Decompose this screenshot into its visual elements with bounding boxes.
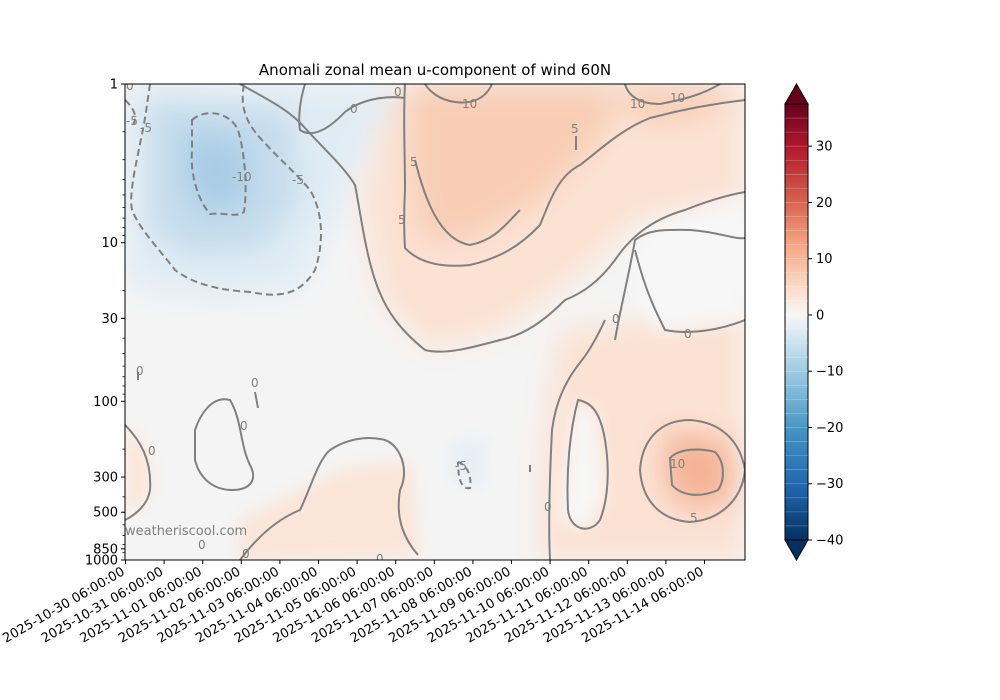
contour-label: 0 xyxy=(376,552,384,566)
contour-label: -5 xyxy=(140,121,152,135)
anomaly-field-detail xyxy=(125,200,745,560)
colorbar-ticks: 30 20 10 0 −10 −20 −30 −40 xyxy=(808,140,843,549)
contour-label: 5 xyxy=(398,213,406,227)
contour-label: 0 xyxy=(242,547,250,561)
colorbar-tick-label: 20 xyxy=(816,196,833,211)
field-blue-bottom-region xyxy=(450,440,490,490)
contour-zero-right-lower xyxy=(634,249,745,333)
contour-neg5-small xyxy=(457,461,472,490)
field-red-lower-left-region xyxy=(125,420,150,510)
colorbar-tick-label: −40 xyxy=(816,534,843,549)
contour-label: 0 xyxy=(126,79,134,93)
contour-5-upper xyxy=(403,84,745,267)
contour-label: 0 xyxy=(148,444,156,458)
contour-label: -10 xyxy=(232,170,252,184)
contour-zero-upper xyxy=(239,84,745,353)
chart-title: Anomali zonal mean u-component of wind 6… xyxy=(259,61,611,79)
colorbar-gradient xyxy=(784,103,809,541)
contour-label: 5 xyxy=(690,511,698,525)
contour-label: 0 xyxy=(198,538,206,552)
colorbar-tick-label: −10 xyxy=(816,365,843,380)
colorbar-tick-label: 0 xyxy=(816,308,824,323)
field-white-pocket-region xyxy=(635,200,745,330)
contour-zero-pocket xyxy=(566,398,609,530)
contour-label: 0 xyxy=(612,312,620,326)
contour-zero-lower-left xyxy=(125,424,152,521)
contour-neg-5-edge xyxy=(125,99,137,125)
contour-label: 5 xyxy=(571,122,579,136)
watermark: weatheriscool.com xyxy=(125,524,247,539)
contour-label: 0 xyxy=(684,327,692,341)
contour-lines xyxy=(125,84,745,560)
y-tick-label: 30 xyxy=(101,312,118,327)
contour-zero-lower-right-loop xyxy=(548,319,606,560)
plot-area: 0 -5 -5 -10 -5 0 0 5 10 5 5 10 10 0 0 0 … xyxy=(125,79,745,566)
contour-zero-bottom xyxy=(239,437,419,560)
colorbar-extend-bottom xyxy=(784,539,809,562)
contour-label: 5 xyxy=(410,155,418,169)
contour-label: 10 xyxy=(670,457,685,471)
contour-10-lower-right xyxy=(668,448,724,496)
field-blue-core-region xyxy=(185,130,250,215)
contour-label: -5 xyxy=(455,459,467,473)
colorbar-tick-label: 30 xyxy=(816,140,833,155)
y-tick-label: 850 xyxy=(93,542,118,557)
contour-label: 10 xyxy=(630,97,645,111)
contour-label: 0 xyxy=(350,102,358,116)
colorbar-extend-top xyxy=(784,82,809,105)
contour-zero-lower-mid xyxy=(194,398,255,492)
y-tick-label: 1 xyxy=(110,78,118,93)
contour-zero-small-upper xyxy=(254,391,259,409)
contour-zero-right xyxy=(614,228,745,341)
field-red-bottom-region xyxy=(240,460,420,560)
plot-frame xyxy=(124,83,746,561)
contour-10-top-right xyxy=(624,84,721,106)
colorbar-tick-label: 10 xyxy=(816,252,833,267)
contour-label: 10 xyxy=(670,91,685,105)
colorbar: 30 20 10 0 −10 −20 −30 −40 xyxy=(784,82,843,562)
y-tick-label: 10 xyxy=(101,236,118,251)
contour-label: -5 xyxy=(292,173,304,187)
contour-label: 0 xyxy=(544,500,552,514)
contour-label: 0 xyxy=(240,419,248,433)
contour-5-lower-right xyxy=(638,418,745,524)
contour-label: 0 xyxy=(394,85,402,99)
y-tick-label: 1000 xyxy=(85,554,118,569)
contour-10-upper xyxy=(424,84,493,104)
field-red-mid-region xyxy=(410,84,620,240)
y-tick-label: 300 xyxy=(93,471,118,486)
field-red-top-right-region xyxy=(620,84,735,125)
contour-label: -5 xyxy=(126,114,138,128)
contour-labels: 0 -5 -5 -10 -5 0 0 5 10 5 5 10 10 0 0 0 … xyxy=(126,79,698,566)
contour-neg-5 xyxy=(130,84,323,296)
contour-label: 0 xyxy=(136,364,144,378)
colorbar-tick-label: −20 xyxy=(816,421,843,436)
contour-label: 0 xyxy=(251,376,259,390)
contour-neg-10 xyxy=(190,112,247,216)
contour-label: 10 xyxy=(462,97,477,111)
contour-5-upper-inner xyxy=(414,159,521,247)
colorbar-levels xyxy=(785,117,808,527)
y-tick-label: 500 xyxy=(93,506,118,521)
colorbar-tick-label: −30 xyxy=(816,477,843,492)
contour-zero-upper-2 xyxy=(298,84,406,135)
y-tick-label: 100 xyxy=(93,395,118,410)
